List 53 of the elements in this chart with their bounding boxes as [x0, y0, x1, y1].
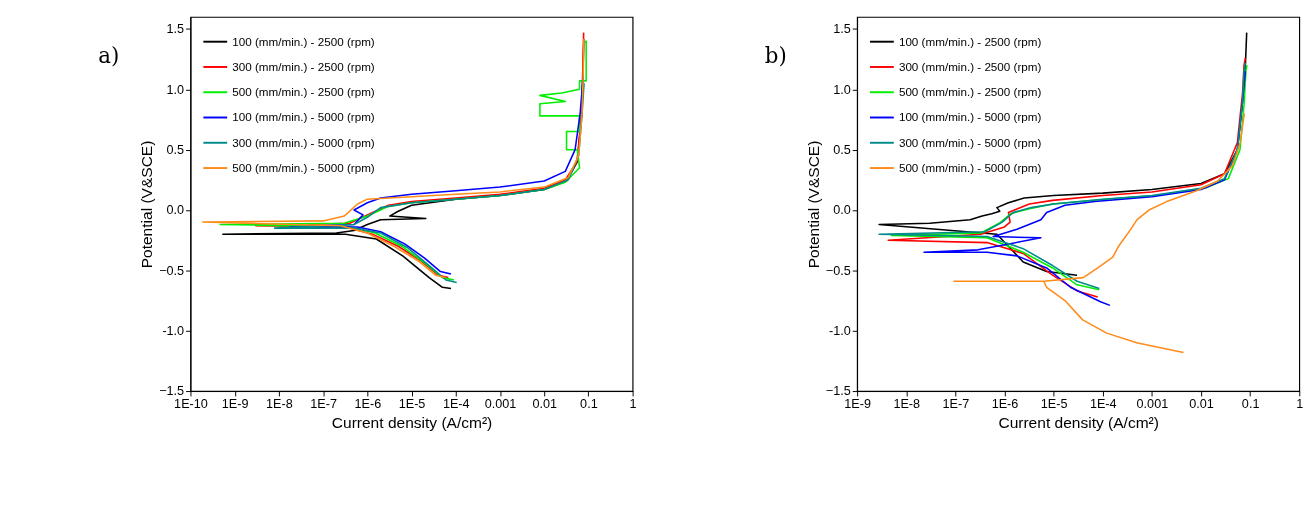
x-tick-label: 1E-9: [221, 397, 249, 412]
y-tick-label: −1.5: [825, 384, 851, 399]
legend-label: 300 (mm/min.) - 5000 (rpm): [232, 135, 375, 149]
x-axis-title: Current density (A/cm²): [331, 413, 493, 431]
legend-label: 300 (mm/min.) - 5000 (rpm): [898, 135, 1042, 149]
y-tick-label: 0.5: [166, 143, 185, 158]
x-tick-label: 1: [1296, 397, 1304, 412]
x-tick-label: 0.001: [484, 397, 517, 412]
x-tick-label: 1E-4: [1089, 397, 1117, 412]
x-tick-label: 1: [629, 397, 637, 412]
y-tick-label: 1.0: [166, 82, 185, 97]
x-tick-label: 1E-4: [442, 397, 470, 412]
text: b): [764, 42, 787, 68]
x-tick-label: 1E-5: [398, 397, 426, 412]
y-tick-label: -1.0: [829, 324, 851, 339]
x-tick-label: 1E-7: [942, 397, 970, 412]
legend-label: 100 (mm/min.) - 5000 (rpm): [898, 110, 1042, 124]
y-tick-label: 0.0: [166, 203, 185, 218]
x-tick-label: 1E-10: [174, 397, 208, 412]
x-tick-label: 0.01: [532, 397, 557, 412]
x-tick-label: 1E-7: [310, 397, 337, 412]
y-tick-label: 1.5: [833, 22, 851, 37]
legend-label: 500 (mm/min.) - 5000 (rpm): [232, 160, 375, 174]
x-tick-label: 1E-8: [266, 397, 293, 412]
legend-label: 100 (mm/min.) - 2500 (rpm): [232, 34, 375, 48]
x-tick-label: 0.1: [1241, 397, 1260, 412]
legend-label: 100 (mm/min.) - 2500 (rpm): [898, 34, 1042, 48]
x-tick-label: 1E-6: [991, 397, 1019, 412]
legend-label: 300 (mm/min.) - 2500 (rpm): [898, 59, 1042, 73]
x-tick-label: 1E-8: [893, 397, 921, 412]
y-tick-label: −0.5: [159, 263, 185, 278]
x-tick-label: 1E-9: [844, 397, 871, 412]
legend-label: 300 (mm/min.) - 2500 (rpm): [232, 59, 375, 73]
x-tick-label: 1E-5: [1040, 397, 1068, 412]
legend-label: 500 (mm/min.) - 2500 (rpm): [898, 85, 1042, 99]
y-tick-label: 0.0: [833, 203, 851, 218]
x-tick-label: 1E-6: [354, 397, 382, 412]
x-tick-label: 0.001: [1136, 397, 1169, 412]
text: a): [98, 42, 120, 68]
y-axis-title: Potential (V&SCE): [138, 140, 156, 269]
x-tick-label: 0.1: [580, 397, 598, 412]
legend-label: 500 (mm/min.) - 2500 (rpm): [232, 85, 375, 99]
y-tick-label: 1.5: [166, 22, 185, 37]
y-tick-label: −0.5: [825, 263, 851, 278]
y-axis-title: Potential (V&SCE): [805, 140, 823, 269]
y-tick-label: −1.5: [159, 384, 185, 399]
y-tick-label: 1.0: [833, 82, 851, 97]
y-tick-label: 0.5: [833, 143, 851, 158]
x-tick-label: 0.01: [1189, 397, 1214, 412]
legend-label: 500 (mm/min.) - 5000 (rpm): [898, 160, 1042, 174]
x-axis-title: Current density (A/cm²): [998, 413, 1159, 431]
legend-label: 100 (mm/min.) - 5000 (rpm): [232, 110, 375, 124]
y-tick-label: -1.0: [162, 324, 185, 339]
